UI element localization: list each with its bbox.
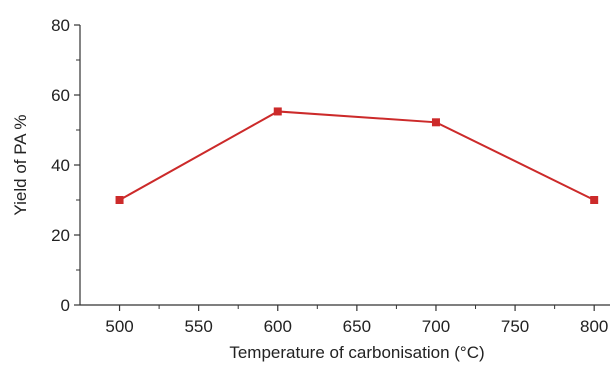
data-point-marker	[115, 196, 124, 204]
y-tick-label: 20	[51, 226, 70, 245]
y-tick-label: 0	[61, 296, 70, 315]
y-axis-ticks: 0 20 40 60 80	[51, 16, 80, 315]
x-tick-label: 700	[422, 317, 450, 336]
x-tick-label: 800	[580, 317, 608, 336]
x-tick-label: 600	[264, 317, 292, 336]
x-tick-label: 750	[501, 317, 529, 336]
y-tick-label: 40	[51, 156, 70, 175]
x-tick-label: 500	[105, 317, 133, 336]
series-layer	[115, 107, 599, 204]
axes: 500 550 600 650 700 750 800 0 20 40 60 80	[51, 16, 610, 336]
x-tick-label: 550	[184, 317, 212, 336]
series-line	[119, 110, 595, 201]
data-point-marker	[273, 107, 282, 116]
y-tick-label: 60	[51, 86, 70, 105]
y-tick-label: 80	[51, 16, 70, 35]
x-axis-ticks: 500 550 600 650 700 750 800	[105, 305, 608, 336]
data-point-marker	[590, 196, 599, 204]
x-axis-title: Temperature of carbonisation (°C)	[229, 343, 484, 362]
data-point-marker	[431, 118, 440, 127]
y-axis-title: Yield of PA %	[11, 114, 30, 215]
x-tick-label: 650	[343, 317, 371, 336]
